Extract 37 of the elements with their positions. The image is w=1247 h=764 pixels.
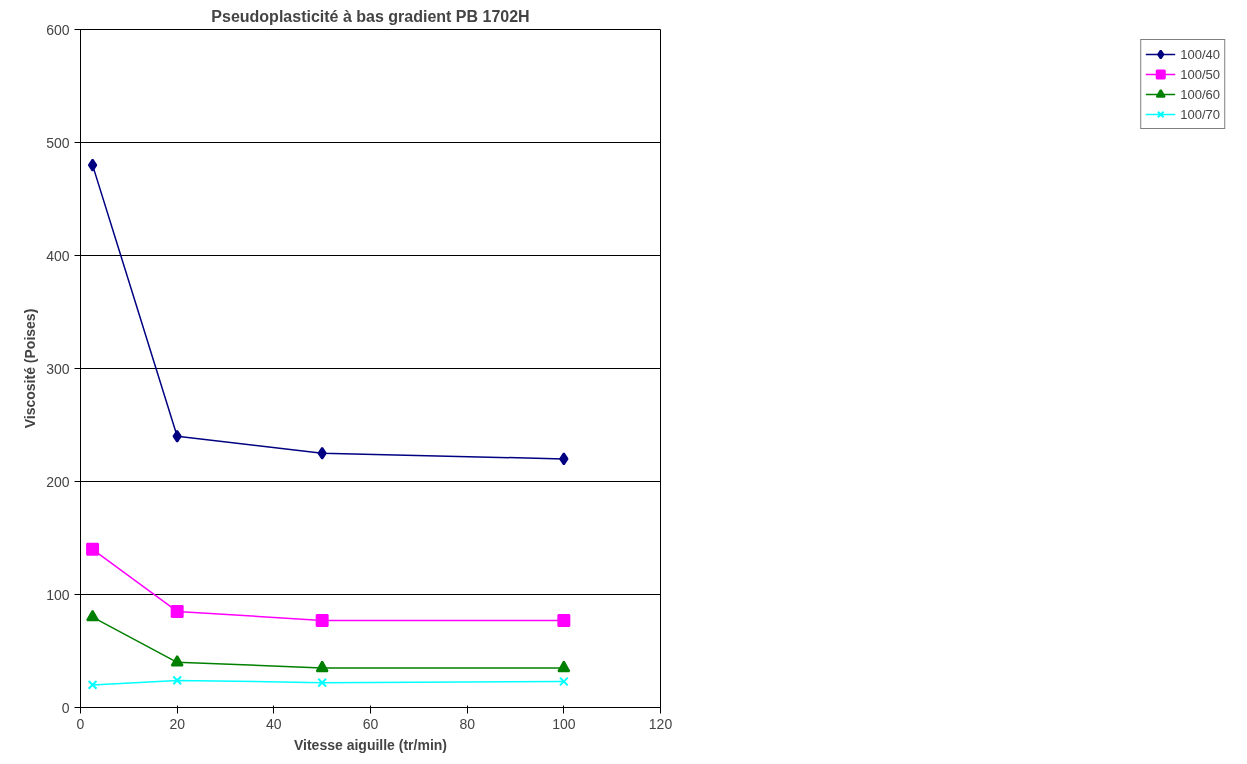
y-axis-title: Viscosité (Poises)	[22, 308, 39, 429]
x-tick-label: 60	[362, 715, 379, 732]
point	[170, 654, 184, 667]
y-tick-label: 100	[46, 586, 70, 603]
y-tick-label: 400	[46, 247, 70, 264]
legend-label: 100/40	[1180, 46, 1220, 62]
point	[86, 542, 100, 556]
x-axis-title: Vitesse aiguille (tr/min)	[294, 736, 448, 753]
chart-title: Pseudoplasticité à bas gradient PB 1702H	[211, 7, 530, 25]
point	[170, 604, 184, 618]
x-tick-label: 100	[552, 715, 576, 732]
x-tick-label: 80	[459, 715, 476, 732]
y-tick-label: 0	[61, 699, 70, 716]
x-tick-label: 40	[266, 715, 282, 732]
point	[315, 660, 329, 673]
point	[317, 677, 328, 688]
point	[558, 676, 569, 687]
x-tick-label: 120	[648, 715, 673, 732]
point	[172, 429, 182, 443]
legend-label: 100/50	[1180, 66, 1220, 82]
point	[87, 158, 98, 172]
point	[172, 675, 183, 686]
y-tick-label: 300	[46, 360, 70, 377]
point	[315, 613, 329, 627]
point	[559, 452, 569, 466]
legend-label: 100/60	[1180, 86, 1220, 102]
point	[317, 446, 327, 460]
y-tick-label: 200	[46, 473, 70, 490]
x-tick-label: 20	[169, 715, 186, 732]
point	[557, 660, 571, 673]
point	[87, 680, 98, 690]
point	[86, 609, 100, 622]
y-tick-label: 500	[46, 134, 70, 151]
y-tick-label: 600	[46, 21, 70, 38]
legend-label: 100/70	[1180, 106, 1220, 122]
point	[557, 613, 571, 627]
x-tick-label: 0	[76, 715, 85, 732]
